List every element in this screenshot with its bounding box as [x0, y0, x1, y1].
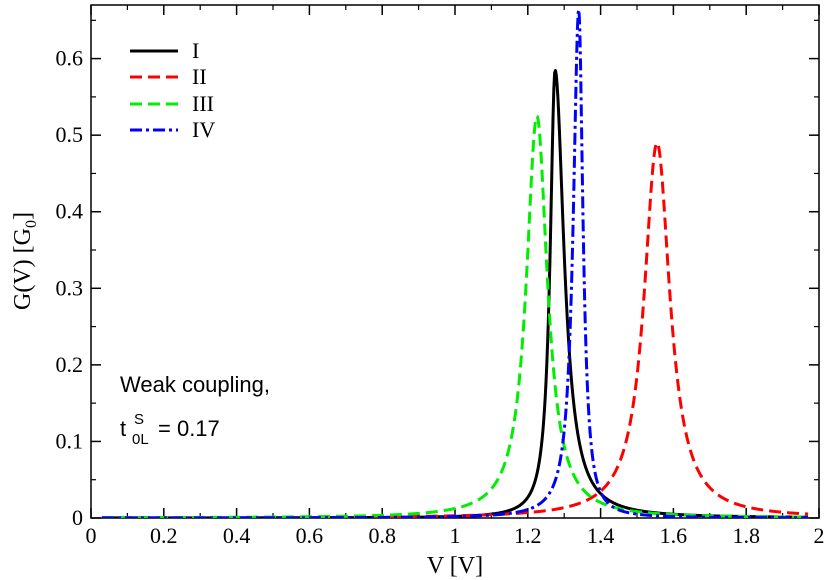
x-tick-label: 1	[450, 523, 461, 548]
y-tick-label: 0.3	[56, 275, 84, 300]
axis-ticks: 0 0.2 0.4 0.6 0.8 1 1.2 1.4 1.6 1.8 2 0 0.1 0.2 0.3 0.4…	[56, 5, 825, 548]
series-line-II	[101, 141, 809, 518]
legend-label-IV: IV	[192, 117, 215, 142]
x-tick-label: 1.4	[587, 523, 615, 548]
y-tick-label: 0.5	[56, 122, 84, 147]
x-tick-label: 0.6	[296, 523, 324, 548]
x-tick-label: 1.8	[732, 523, 760, 548]
y-tick-label: 0	[72, 505, 83, 530]
y-tick-label: 0.2	[56, 352, 84, 377]
x-tick-label: 0.8	[368, 523, 396, 548]
annotation-line1: Weak coupling,	[120, 372, 270, 397]
legend: I II III IV	[130, 38, 215, 142]
x-axis-title: V [V]	[427, 553, 483, 579]
series-line-IV	[101, 8, 809, 518]
legend-label-II: II	[192, 64, 207, 89]
series-line-III	[101, 114, 809, 518]
annotation-sup: S	[134, 411, 144, 428]
y-tick-label: 0.4	[56, 199, 84, 224]
y-tick-label: 0.1	[56, 428, 84, 453]
x-tick-label: 1.6	[660, 523, 688, 548]
x-tick-label: 1.2	[514, 523, 542, 548]
legend-label-I: I	[192, 38, 199, 63]
y-axis-title: G(V) [G0]	[10, 212, 40, 310]
x-tick-label: 2	[814, 523, 825, 548]
x-tick-label: 0.4	[223, 523, 251, 548]
series-lines	[101, 8, 809, 518]
y-axis-title-sub: 0	[23, 220, 40, 228]
legend-label-III: III	[192, 91, 214, 116]
annotation-line2: t S 0L = 0.17	[120, 411, 220, 448]
x-tick-label: 0	[86, 523, 97, 548]
x-tick-label: 0.2	[150, 523, 178, 548]
y-tick-label: 0.6	[56, 46, 84, 71]
annotation-sub: 0L	[132, 431, 149, 448]
